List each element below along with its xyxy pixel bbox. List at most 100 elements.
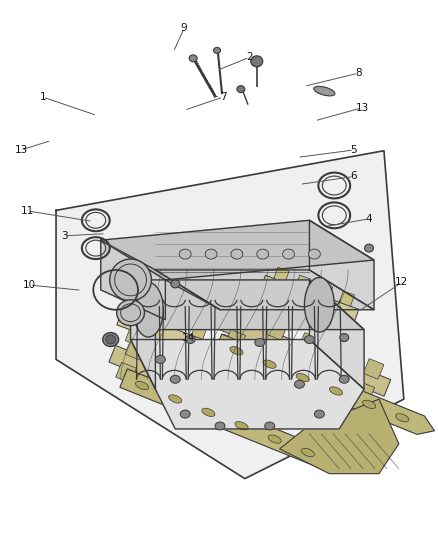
Ellipse shape bbox=[134, 282, 163, 337]
Text: 11: 11 bbox=[21, 206, 34, 216]
Ellipse shape bbox=[255, 338, 265, 346]
Polygon shape bbox=[309, 220, 374, 310]
Ellipse shape bbox=[171, 280, 180, 288]
Polygon shape bbox=[190, 365, 210, 386]
Polygon shape bbox=[266, 320, 287, 340]
Polygon shape bbox=[321, 369, 343, 389]
Polygon shape bbox=[56, 151, 404, 479]
Polygon shape bbox=[331, 345, 352, 366]
Polygon shape bbox=[125, 329, 141, 345]
Polygon shape bbox=[318, 283, 333, 298]
Ellipse shape bbox=[205, 249, 217, 259]
Ellipse shape bbox=[117, 300, 145, 326]
Ellipse shape bbox=[364, 244, 374, 252]
Polygon shape bbox=[308, 309, 323, 325]
Polygon shape bbox=[131, 340, 364, 429]
Ellipse shape bbox=[314, 86, 335, 96]
Polygon shape bbox=[279, 399, 399, 474]
Polygon shape bbox=[225, 329, 246, 350]
Text: 13: 13 bbox=[14, 145, 28, 155]
Polygon shape bbox=[101, 240, 220, 310]
Polygon shape bbox=[157, 352, 178, 373]
Ellipse shape bbox=[363, 400, 376, 408]
Ellipse shape bbox=[340, 334, 349, 342]
Ellipse shape bbox=[215, 422, 225, 430]
Polygon shape bbox=[135, 303, 150, 319]
Ellipse shape bbox=[283, 249, 294, 259]
Ellipse shape bbox=[294, 380, 304, 388]
Ellipse shape bbox=[103, 333, 119, 346]
Ellipse shape bbox=[396, 414, 409, 422]
Ellipse shape bbox=[179, 249, 191, 259]
Polygon shape bbox=[155, 270, 374, 310]
Polygon shape bbox=[214, 334, 434, 434]
Polygon shape bbox=[101, 240, 165, 320]
Ellipse shape bbox=[251, 56, 263, 67]
Ellipse shape bbox=[339, 375, 349, 383]
Polygon shape bbox=[109, 345, 282, 429]
Polygon shape bbox=[131, 280, 364, 329]
Ellipse shape bbox=[263, 360, 276, 368]
Text: 2: 2 bbox=[246, 52, 253, 62]
Text: 14: 14 bbox=[182, 333, 195, 343]
Polygon shape bbox=[131, 280, 155, 389]
Text: 13: 13 bbox=[356, 103, 369, 112]
Ellipse shape bbox=[304, 336, 314, 343]
Ellipse shape bbox=[268, 435, 281, 443]
Ellipse shape bbox=[304, 278, 334, 332]
Polygon shape bbox=[191, 324, 207, 340]
Ellipse shape bbox=[110, 259, 152, 301]
Ellipse shape bbox=[170, 375, 180, 383]
Ellipse shape bbox=[231, 249, 243, 259]
Ellipse shape bbox=[314, 410, 324, 418]
Ellipse shape bbox=[296, 374, 309, 382]
Text: 3: 3 bbox=[61, 231, 68, 241]
Ellipse shape bbox=[235, 422, 248, 430]
Polygon shape bbox=[154, 340, 169, 355]
Polygon shape bbox=[120, 369, 340, 469]
Polygon shape bbox=[363, 359, 384, 379]
Text: 6: 6 bbox=[350, 172, 357, 181]
Polygon shape bbox=[339, 291, 354, 306]
Ellipse shape bbox=[308, 249, 320, 259]
Ellipse shape bbox=[135, 382, 148, 390]
Text: 12: 12 bbox=[395, 277, 408, 287]
Ellipse shape bbox=[257, 249, 268, 259]
Polygon shape bbox=[210, 360, 226, 376]
Polygon shape bbox=[299, 333, 319, 353]
Polygon shape bbox=[212, 401, 233, 422]
Polygon shape bbox=[290, 356, 310, 376]
Polygon shape bbox=[117, 310, 244, 369]
Polygon shape bbox=[245, 415, 265, 435]
Ellipse shape bbox=[189, 55, 197, 62]
Ellipse shape bbox=[230, 346, 243, 355]
Ellipse shape bbox=[169, 395, 182, 403]
Polygon shape bbox=[148, 375, 169, 396]
Polygon shape bbox=[125, 340, 146, 360]
Ellipse shape bbox=[180, 410, 190, 418]
Ellipse shape bbox=[185, 336, 195, 343]
Ellipse shape bbox=[106, 335, 116, 344]
Text: 4: 4 bbox=[366, 214, 372, 224]
Polygon shape bbox=[274, 267, 289, 282]
Polygon shape bbox=[296, 275, 311, 290]
Polygon shape bbox=[220, 334, 235, 350]
Polygon shape bbox=[116, 362, 136, 383]
Ellipse shape bbox=[155, 356, 165, 364]
Polygon shape bbox=[257, 343, 278, 364]
Polygon shape bbox=[182, 350, 197, 366]
Text: 9: 9 bbox=[181, 23, 187, 33]
Text: 10: 10 bbox=[23, 280, 36, 290]
Text: 5: 5 bbox=[350, 145, 357, 155]
Polygon shape bbox=[254, 391, 275, 412]
Text: 8: 8 bbox=[355, 68, 362, 78]
Polygon shape bbox=[286, 301, 301, 317]
Text: 7: 7 bbox=[220, 92, 226, 102]
Polygon shape bbox=[163, 313, 179, 329]
Ellipse shape bbox=[237, 86, 245, 93]
Ellipse shape bbox=[329, 387, 343, 395]
Ellipse shape bbox=[202, 408, 215, 416]
Ellipse shape bbox=[214, 47, 220, 53]
Polygon shape bbox=[101, 220, 374, 280]
Polygon shape bbox=[222, 378, 242, 399]
